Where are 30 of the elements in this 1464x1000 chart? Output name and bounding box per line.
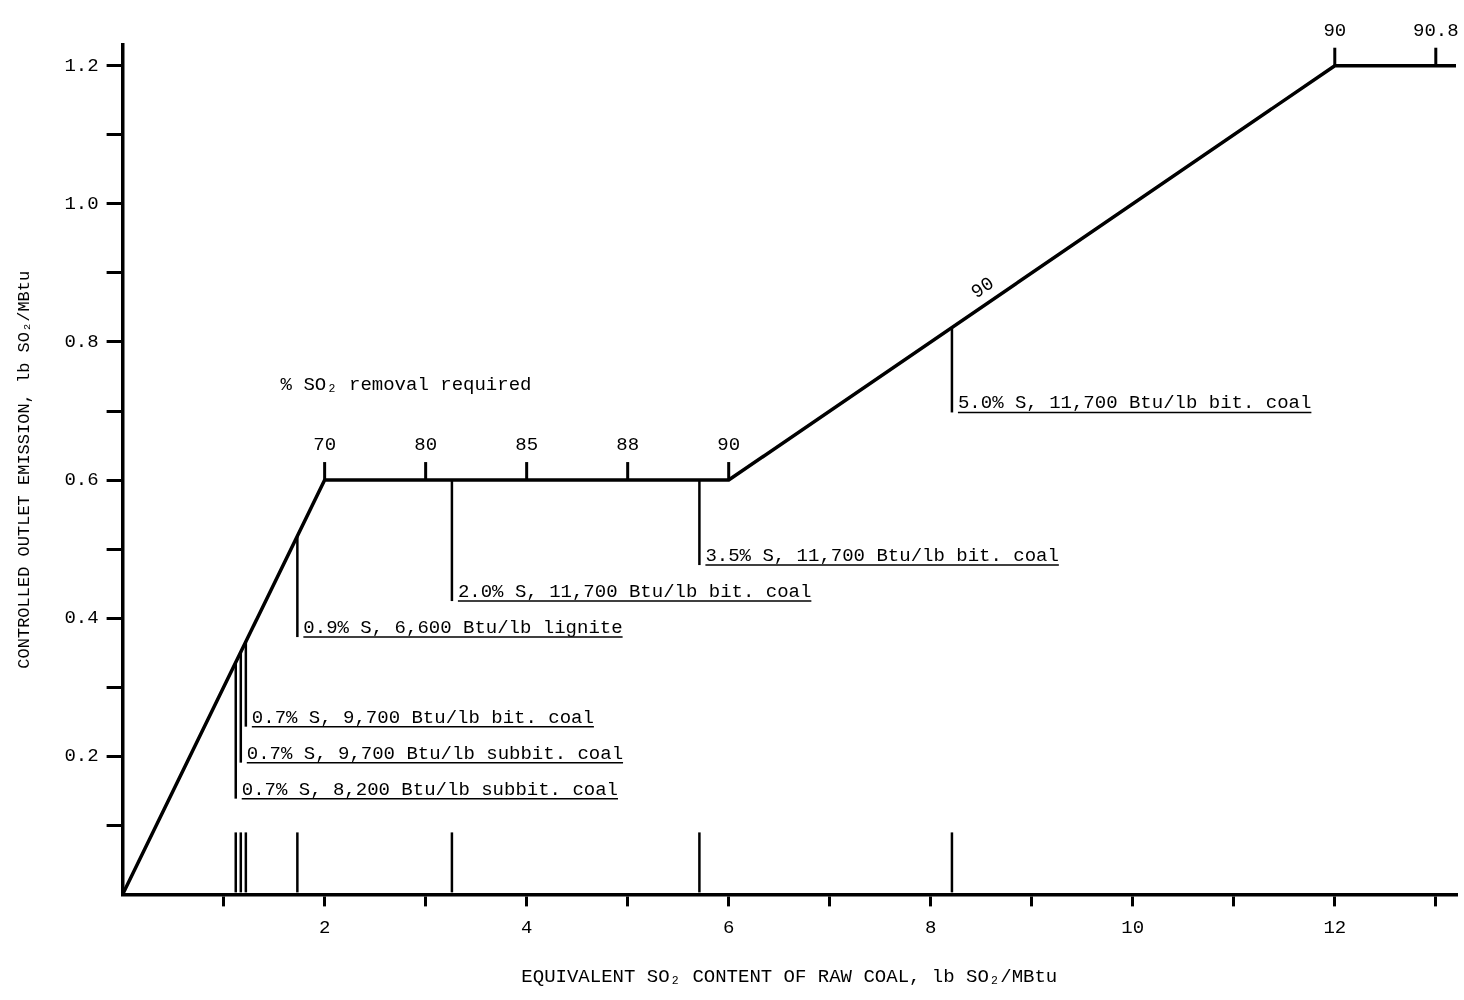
annotation: 70 <box>313 434 337 457</box>
x-tick-label: 6 <box>722 916 735 939</box>
ref-line-label: 0.7% S, 8,200 Btu/lb subbit. coal <box>241 778 619 801</box>
x-tick-label: 4 <box>520 916 533 939</box>
ref-line-label: 5.0% S, 11,700 Btu/lb bit. coal <box>957 392 1312 415</box>
annotation: 90.8 <box>1412 19 1459 42</box>
ref-line-label: 0.7% S, 9,700 Btu/lb bit. coal <box>251 706 594 729</box>
y-tick-label: 0.6 <box>64 469 99 492</box>
annotation: 90 <box>717 434 741 457</box>
ref-line-label: 3.5% S, 11,700 Btu/lb bit. coal <box>705 545 1059 568</box>
x-tick-label: 2 <box>318 916 331 939</box>
ref-line-label: 0.7% S, 9,700 Btu/lb subbit. coal <box>246 742 624 765</box>
ref-line-label: 2.0% S, 11,700 Btu/lb bit. coal <box>457 581 812 604</box>
annotation: 80 <box>414 434 438 457</box>
x-axis-title: EQUIVALENT SO₂ CONTENT OF RAW COAL, lb SO₂/MBtu <box>521 965 1058 988</box>
y-tick-label: 0.8 <box>64 330 99 353</box>
x-tick-label: 10 <box>1121 916 1145 939</box>
ref-line-label: 0.9% S, 6,600 Btu/lb lignite <box>303 617 623 640</box>
y-tick-label: 1.2 <box>64 54 99 77</box>
x-tick-label: 12 <box>1323 916 1347 939</box>
y-tick-label: 0.2 <box>64 745 99 768</box>
y-axis-title: CONTROLLED OUTLET EMISSION, lb SO₂/MBtu <box>14 270 34 669</box>
y-tick-label: 0.4 <box>64 607 99 630</box>
annotation: 90 <box>967 272 999 304</box>
annotation: % SO₂ removal required <box>280 374 532 396</box>
x-tick-label: 8 <box>925 916 937 939</box>
annotation: 85 <box>515 434 539 457</box>
annotation: 90 <box>1323 19 1347 42</box>
annotation: 88 <box>616 434 640 457</box>
y-tick-label: 1.0 <box>64 192 99 215</box>
